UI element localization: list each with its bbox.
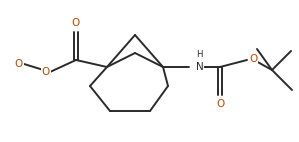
Text: O: O bbox=[249, 54, 257, 64]
Text: O: O bbox=[15, 59, 23, 69]
Text: H: H bbox=[196, 50, 202, 59]
Text: N: N bbox=[196, 62, 204, 72]
Text: O: O bbox=[72, 18, 80, 28]
Text: O: O bbox=[42, 67, 50, 77]
Text: O: O bbox=[216, 99, 224, 109]
